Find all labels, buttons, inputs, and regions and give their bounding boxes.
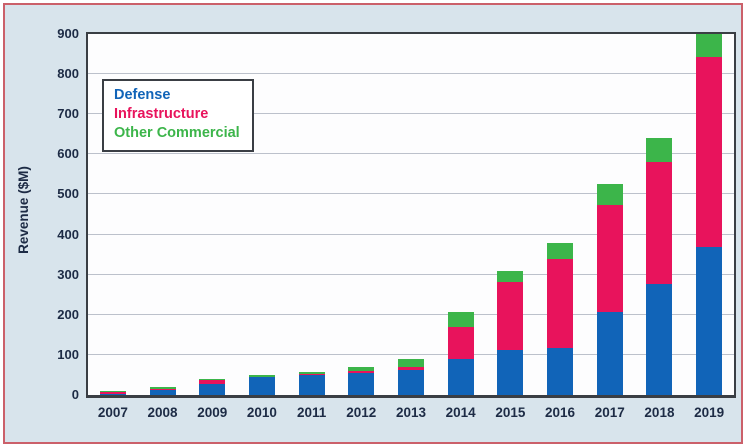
legend-item-infrastructure: Infrastructure bbox=[114, 106, 209, 122]
bar-2012-other-commercial bbox=[348, 366, 375, 371]
y-tick-label-300: 300 bbox=[57, 266, 79, 282]
bar-2016-other-commercial bbox=[547, 243, 574, 260]
y-tick-label-400: 400 bbox=[57, 226, 79, 242]
y-tick-label-0: 0 bbox=[71, 387, 79, 402]
plot-area: Defense Infrastructure Other Commercial bbox=[86, 32, 736, 398]
y-axis-tick-labels: 0 100 200 300 400 500 600 700 800 900 bbox=[5, 5, 79, 442]
x-tick-label-2008: 2008 bbox=[147, 405, 178, 420]
bar-2007-other-commercial bbox=[99, 390, 126, 392]
gridline-100 bbox=[88, 353, 734, 355]
x-tick-label-2014: 2014 bbox=[445, 405, 476, 420]
gridline-300 bbox=[88, 273, 734, 275]
bar-2010-other-commercial bbox=[248, 374, 275, 377]
bar-2018-other-commercial bbox=[646, 138, 673, 163]
bar-2019-defense bbox=[696, 246, 723, 395]
bar-2008-infrastructure bbox=[149, 388, 176, 390]
x-tick-label-2010: 2010 bbox=[246, 405, 277, 420]
legend-item-defense: Defense bbox=[114, 87, 171, 103]
bar-2016-infrastructure bbox=[547, 259, 574, 349]
bar-2012-defense bbox=[348, 372, 375, 395]
bar-2009-defense bbox=[199, 384, 226, 395]
bar-2007-defense bbox=[99, 394, 126, 395]
y-tick-label-200: 200 bbox=[57, 306, 79, 322]
gridline-500 bbox=[88, 193, 734, 195]
bar-2013-defense bbox=[398, 369, 424, 395]
y-tick-label-800: 800 bbox=[57, 66, 79, 82]
bar-2009-infrastructure bbox=[199, 380, 226, 385]
bar-2007-infrastructure bbox=[99, 391, 126, 395]
bar-2015-other-commercial bbox=[497, 271, 524, 282]
bar-2011-other-commercial bbox=[298, 371, 325, 375]
bar-2009-other-commercial bbox=[199, 378, 226, 381]
y-tick-label-100: 100 bbox=[57, 346, 79, 362]
gridline-700 bbox=[88, 113, 734, 115]
x-tick-label-2007: 2007 bbox=[97, 405, 128, 420]
gridline-400 bbox=[88, 233, 734, 235]
bar-2017-other-commercial bbox=[596, 184, 623, 206]
bar-2019-other-commercial bbox=[696, 34, 723, 58]
bar-2016-defense bbox=[547, 348, 574, 395]
gridline-200 bbox=[88, 313, 734, 315]
bar-2012-infrastructure bbox=[348, 370, 375, 373]
x-tick-label-2013: 2013 bbox=[395, 405, 427, 420]
bar-2008-defense bbox=[149, 389, 176, 395]
bar-2019-infrastructure bbox=[696, 57, 723, 247]
x-tick-label-2019: 2019 bbox=[694, 405, 725, 420]
x-tick-label-2012: 2012 bbox=[346, 405, 377, 420]
bar-2011-defense bbox=[298, 374, 325, 395]
legend: Defense Infrastructure Other Commercial bbox=[102, 79, 254, 152]
legend-item-other-commercial: Other Commercial bbox=[114, 125, 240, 141]
bar-2018-defense bbox=[646, 283, 673, 395]
gridline-600 bbox=[88, 153, 734, 155]
y-tick-label-700: 700 bbox=[57, 106, 79, 122]
gridline-800 bbox=[88, 73, 734, 75]
x-tick-label-2009: 2009 bbox=[197, 405, 228, 420]
bar-2011-infrastructure bbox=[298, 373, 325, 375]
y-tick-label-600: 600 bbox=[57, 146, 79, 162]
x-tick-label-2018: 2018 bbox=[644, 405, 675, 420]
x-tick-label-2011: 2011 bbox=[296, 405, 327, 420]
bar-2014-defense bbox=[447, 358, 474, 395]
bar-2008-other-commercial bbox=[149, 387, 176, 389]
x-tick-label-2017: 2017 bbox=[594, 405, 625, 420]
y-tick-label-500: 500 bbox=[57, 186, 79, 202]
bar-2015-defense bbox=[497, 350, 524, 395]
bar-2010-defense bbox=[248, 376, 275, 395]
bar-2018-infrastructure bbox=[646, 162, 673, 284]
x-tick-label-2015: 2015 bbox=[495, 405, 526, 420]
y-tick-label-900: 900 bbox=[57, 26, 79, 41]
chart-panel: Revenue ($M) 0 100 200 300 400 500 600 700 800 90… bbox=[3, 3, 743, 444]
bar-2017-infrastructure bbox=[596, 205, 623, 312]
bar-2015-infrastructure bbox=[497, 281, 524, 351]
bar-2017-defense bbox=[596, 311, 623, 395]
bar-2013-infrastructure bbox=[398, 367, 424, 370]
bar-2014-other-commercial bbox=[447, 311, 474, 327]
x-tick-label-2016: 2016 bbox=[545, 405, 576, 420]
bar-2014-infrastructure bbox=[447, 326, 474, 359]
bar-2013-other-commercial bbox=[398, 358, 424, 368]
